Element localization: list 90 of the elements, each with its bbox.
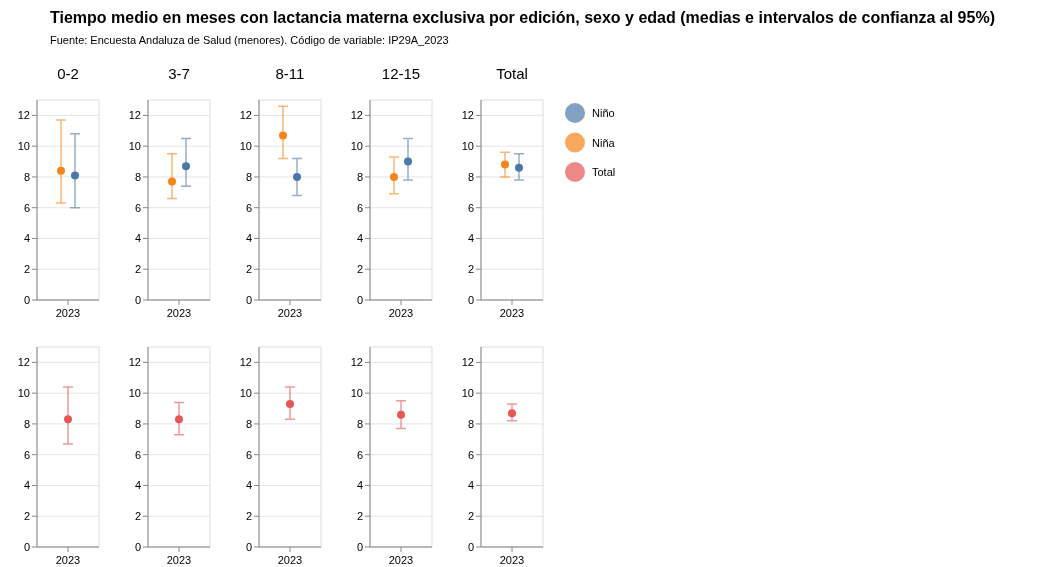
x-tick-label: 2023 [55,554,81,566]
chart-title: 3-7 [168,65,190,82]
y-tick-label: 0 [23,293,30,306]
y-tick-label: 6 [356,201,363,214]
y-tick-label: 10 [239,387,252,399]
y-tick-label: 12 [17,356,30,369]
y-tick-label: 6 [23,201,30,214]
x-tick-label: 2023 [499,554,525,566]
y-tick-label: 0 [23,540,30,553]
y-tick-label: 0 [467,293,474,306]
y-tick-label: 8 [356,170,363,183]
y-tick-label: 6 [245,201,252,214]
y-tick-label: 2 [23,263,30,276]
y-tick-label: 8 [245,170,252,183]
y-tick-label: 10 [128,140,141,152]
y-tick-label: 6 [134,448,141,461]
y-tick-label: 4 [23,479,30,492]
y-tick-label: 0 [356,293,363,306]
y-tick-label: 2 [134,263,141,276]
y-tick-label: 2 [245,510,252,523]
y-tick-label: 12 [461,109,474,122]
y-tick-label: 6 [134,201,141,214]
x-tick-label: 2023 [499,307,525,319]
y-tick-label: 12 [128,109,141,122]
chart-title: 8-11 [275,65,305,82]
y-tick-label: 2 [134,510,141,523]
y-tick-label: 0 [245,293,252,306]
x-tick-label: 2023 [388,307,414,319]
y-tick-label: 8 [134,170,141,183]
y-tick-label: 0 [467,540,474,553]
chart-title: 0-2 [57,65,79,82]
y-tick-label: 10 [239,140,252,152]
y-tick-label: 10 [461,140,474,152]
y-tick-label: 0 [134,540,141,553]
x-tick-label: 2023 [277,554,303,566]
y-tick-label: 8 [134,417,141,430]
y-tick-label: 4 [245,479,252,492]
y-tick-label: 8 [467,170,474,183]
y-tick-label: 8 [356,417,363,430]
y-tick-label: 0 [245,540,252,553]
y-tick-label: 2 [467,263,474,276]
y-tick-label: 4 [245,232,252,245]
y-tick-label: 12 [17,109,30,122]
y-tick-label: 12 [128,356,141,369]
y-tick-label: 0 [134,293,141,306]
x-tick-label: 2023 [166,554,192,566]
y-tick-label: 8 [23,417,30,430]
y-tick-label: 2 [245,263,252,276]
y-tick-label: 4 [356,479,363,492]
y-tick-label: 12 [461,356,474,369]
y-tick-label: 8 [467,417,474,430]
y-tick-label: 10 [128,387,141,399]
text: Tiempo medio en meses con lactancia materna exclusiva por edición, sexo y edad (medias e intervalos de confianza al 95%) [50,9,995,26]
source-note: Fuente: Encuesta Andaluza de Salud (menores). Código de variable: IP29A_2023 [50,34,449,46]
y-tick-label: 10 [461,387,474,399]
y-tick-label: 12 [239,109,252,122]
y-tick-label: 6 [23,448,30,461]
y-tick-label: 6 [356,448,363,461]
legend-label: Niño [592,107,615,119]
y-tick-label: 4 [134,479,141,492]
y-tick-label: 6 [467,448,474,461]
x-tick-label: 2023 [388,554,414,566]
y-tick-label: 2 [23,510,30,523]
x-tick-label: 2023 [55,307,81,319]
y-tick-label: 8 [245,417,252,430]
y-tick-label: 4 [356,232,363,245]
y-tick-label: 8 [23,170,30,183]
chart-title: Total [496,65,528,82]
legend-label: Niña [592,136,616,149]
y-tick-label: 4 [467,479,474,492]
chart-title: 12-15 [381,65,421,82]
y-tick-label: 10 [17,140,30,152]
x-tick-label: 2023 [277,307,303,319]
y-tick-label: 2 [356,263,363,276]
y-tick-label: 2 [356,510,363,523]
y-tick-label: 10 [350,387,363,399]
y-tick-label: 10 [17,387,30,399]
y-tick-label: 12 [239,356,252,369]
y-tick-label: 10 [350,140,363,152]
y-tick-label: 4 [134,232,141,245]
x-tick-label: 2023 [166,307,192,319]
y-tick-label: 6 [245,448,252,461]
y-tick-label: 12 [350,356,363,369]
y-tick-label: 4 [23,232,30,245]
legend-label: Total [592,166,616,178]
y-tick-label: 12 [350,109,363,122]
y-tick-label: 4 [467,232,474,245]
y-tick-label: 2 [467,510,474,523]
y-tick-label: 6 [467,201,474,214]
y-tick-label: 0 [356,540,363,553]
